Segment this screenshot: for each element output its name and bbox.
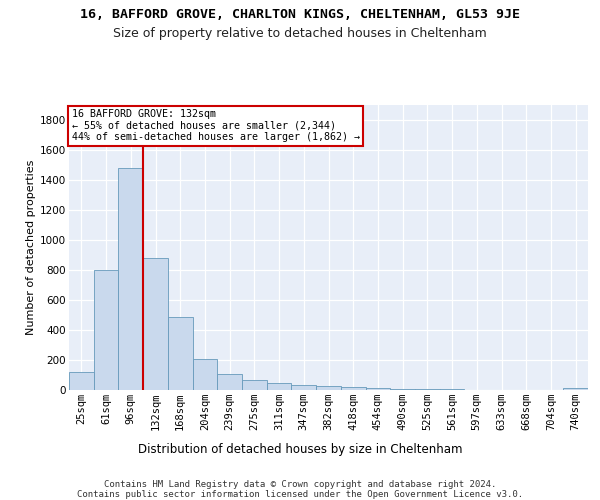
Bar [94,270,118,390]
Bar [563,388,588,390]
Text: Distribution of detached houses by size in Cheltenham: Distribution of detached houses by size … [138,442,462,456]
Y-axis label: Number of detached properties: Number of detached properties [26,160,36,335]
Bar [69,372,94,390]
Text: 16 BAFFORD GROVE: 132sqm
← 55% of detached houses are smaller (2,344)
44% of sem: 16 BAFFORD GROVE: 132sqm ← 55% of detach… [71,110,359,142]
Bar [316,386,341,390]
Bar [365,388,390,390]
Text: 16, BAFFORD GROVE, CHARLTON KINGS, CHELTENHAM, GL53 9JE: 16, BAFFORD GROVE, CHARLTON KINGS, CHELT… [80,8,520,20]
Bar [168,316,193,390]
Text: Contains HM Land Registry data © Crown copyright and database right 2024.
Contai: Contains HM Land Registry data © Crown c… [77,480,523,500]
Bar [118,168,143,390]
Bar [217,374,242,390]
Bar [143,258,168,390]
Bar [242,380,267,390]
Text: Size of property relative to detached houses in Cheltenham: Size of property relative to detached ho… [113,28,487,40]
Bar [292,385,316,390]
Bar [390,388,415,390]
Bar [341,387,365,390]
Bar [267,382,292,390]
Bar [440,389,464,390]
Bar [193,359,217,390]
Bar [415,389,440,390]
